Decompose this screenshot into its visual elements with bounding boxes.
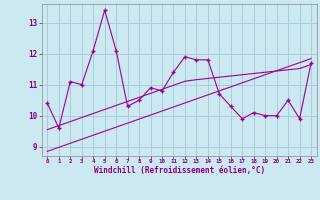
X-axis label: Windchill (Refroidissement éolien,°C): Windchill (Refroidissement éolien,°C) (94, 166, 265, 175)
